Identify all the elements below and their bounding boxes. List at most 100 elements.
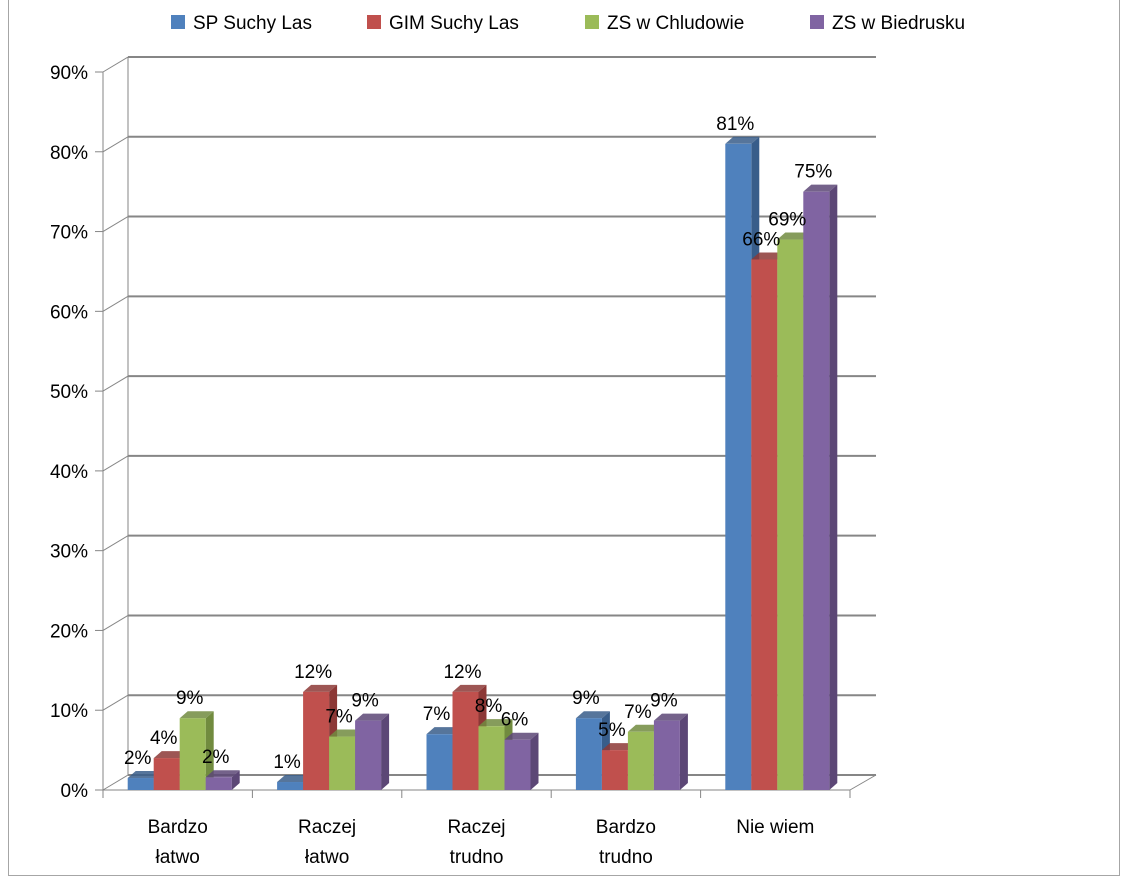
category-label: Nie wiem bbox=[736, 817, 814, 838]
bar-top bbox=[478, 719, 513, 727]
bar-top bbox=[627, 724, 662, 732]
bar-side bbox=[530, 732, 539, 790]
data-label: 6% bbox=[501, 710, 529, 731]
legend: SP Suchy Las GIM Suchy Las ZS w Chludowie Z… bbox=[171, 13, 965, 34]
gridline-side bbox=[102, 56, 129, 73]
bar-top bbox=[504, 732, 539, 740]
data-label: 69% bbox=[768, 210, 806, 231]
bar bbox=[303, 691, 330, 790]
data-label: 2% bbox=[202, 747, 230, 768]
bar bbox=[575, 718, 602, 790]
category-label: Raczej bbox=[447, 817, 505, 838]
legend-label: GIM Suchy Las bbox=[389, 13, 519, 34]
data-label: 12% bbox=[294, 662, 332, 683]
category-label: trudno bbox=[599, 847, 653, 868]
data-label: 8% bbox=[475, 696, 503, 717]
y-tick-label: 40% bbox=[50, 462, 88, 483]
bar-top bbox=[653, 713, 688, 721]
data-label: 75% bbox=[794, 162, 832, 183]
y-tick-label: 50% bbox=[50, 382, 88, 403]
data-label: 9% bbox=[650, 691, 678, 712]
bar bbox=[627, 731, 654, 790]
bar-top bbox=[277, 775, 312, 783]
gridline-side bbox=[102, 136, 129, 153]
bar bbox=[355, 720, 382, 790]
legend-swatch bbox=[585, 15, 599, 29]
y-tick-label: 70% bbox=[50, 223, 88, 244]
bar bbox=[504, 739, 531, 790]
bar-side bbox=[679, 713, 688, 790]
bar bbox=[179, 718, 206, 790]
data-label: 12% bbox=[443, 662, 481, 683]
data-label: 4% bbox=[150, 728, 178, 749]
bar bbox=[601, 750, 628, 790]
bar-top bbox=[777, 232, 812, 240]
bar-top bbox=[751, 252, 786, 260]
bar bbox=[426, 734, 453, 790]
bar-side bbox=[231, 770, 240, 790]
y-tick-label: 10% bbox=[50, 701, 88, 722]
bar bbox=[653, 720, 680, 790]
bar bbox=[205, 777, 232, 790]
category-label: Raczej bbox=[298, 817, 356, 838]
bar-top bbox=[725, 136, 760, 144]
data-label: 7% bbox=[624, 702, 652, 723]
bar-top bbox=[329, 729, 364, 737]
bar-top bbox=[303, 684, 338, 692]
bar-side bbox=[205, 711, 214, 790]
bar bbox=[153, 758, 180, 790]
category-label: Bardzo bbox=[148, 817, 208, 838]
y-tick-label: 90% bbox=[50, 63, 88, 84]
bar bbox=[803, 191, 830, 790]
data-label: 9% bbox=[351, 691, 379, 712]
legend-label: SP Suchy Las bbox=[193, 13, 312, 34]
bar-top bbox=[153, 751, 188, 759]
gridline-side bbox=[102, 455, 129, 472]
bar bbox=[725, 143, 752, 791]
category-label: trudno bbox=[450, 847, 504, 868]
y-tick-label: 0% bbox=[61, 781, 89, 802]
bar-top bbox=[803, 184, 838, 192]
bar-side bbox=[381, 713, 390, 790]
legend-swatch bbox=[810, 15, 824, 29]
bar-top bbox=[205, 770, 240, 778]
category-label: łatwo bbox=[156, 847, 200, 868]
gridline-side bbox=[102, 216, 129, 232]
data-label: 5% bbox=[598, 720, 626, 741]
bar bbox=[478, 726, 505, 790]
bar-top bbox=[601, 743, 636, 751]
data-label: 81% bbox=[716, 114, 754, 135]
y-tick-label: 30% bbox=[50, 542, 88, 563]
bar-top bbox=[355, 713, 390, 721]
data-label: 7% bbox=[423, 704, 451, 725]
gridline-side bbox=[102, 535, 129, 552]
bar-top bbox=[452, 684, 487, 692]
bar bbox=[329, 736, 356, 790]
legend-label: ZS w Biedrusku bbox=[832, 13, 965, 34]
data-label: 9% bbox=[572, 688, 600, 709]
bar-top bbox=[127, 771, 162, 779]
bar-top bbox=[575, 711, 610, 719]
data-label: 7% bbox=[325, 707, 353, 728]
data-label: 9% bbox=[176, 688, 204, 709]
bar-side bbox=[829, 184, 838, 790]
legend-swatch bbox=[171, 15, 185, 29]
floor-edge bbox=[849, 774, 877, 791]
bar bbox=[751, 259, 778, 790]
y-tick-label: 60% bbox=[50, 302, 88, 323]
bar-top bbox=[426, 727, 461, 735]
bar bbox=[277, 782, 304, 790]
category-label: Bardzo bbox=[596, 817, 656, 838]
gridline-side bbox=[102, 295, 129, 312]
legend-label: ZS w Chludowie bbox=[607, 13, 744, 34]
legend-swatch bbox=[367, 15, 381, 29]
bar bbox=[777, 239, 804, 791]
data-label: 66% bbox=[742, 229, 780, 250]
gridline-side bbox=[102, 774, 129, 791]
bar-top bbox=[179, 711, 214, 719]
gridline-side bbox=[102, 694, 129, 711]
category-label: łatwo bbox=[305, 847, 349, 868]
label-layer: 0%10%20%30%40%50%60%70%80%90%2%4%9%2%Bar… bbox=[50, 63, 832, 868]
bar bbox=[452, 691, 479, 790]
